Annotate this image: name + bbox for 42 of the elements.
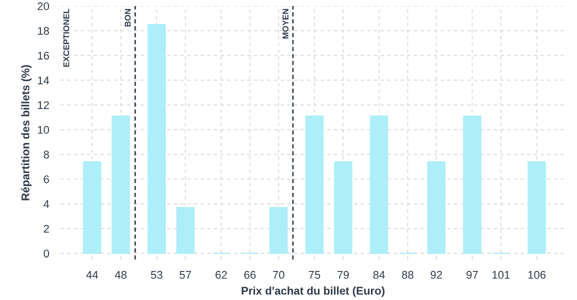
annotation: EXCEPTIONEL <box>63 8 70 67</box>
bar <box>112 116 130 254</box>
x-tick-label: 48 <box>114 270 127 279</box>
y-tick-label: 16 <box>38 52 49 60</box>
x-tick-label: 75 <box>308 271 320 279</box>
ref-line-label: BON <box>124 9 131 26</box>
y-tick-label: 10 <box>38 126 50 134</box>
y-tick-label: 14 <box>38 76 50 84</box>
bar <box>82 161 102 254</box>
ref-line-label: MOYEN <box>282 9 288 38</box>
bar <box>176 207 195 254</box>
x-tick-label: 97 <box>466 270 478 279</box>
x-tick-label: 92 <box>430 270 442 279</box>
y-tick-label: 2 <box>44 224 49 233</box>
bar <box>334 161 352 254</box>
y-tick-label: 4 <box>44 200 50 208</box>
y-tick-label: 12 <box>38 101 49 109</box>
bar <box>528 161 546 254</box>
bar <box>463 116 482 254</box>
x-tick-label: 62 <box>216 270 227 279</box>
x-tick-label: 53 <box>150 270 162 279</box>
x-tick-label: 70 <box>272 270 284 279</box>
y-tick-label: 6 <box>44 175 49 184</box>
y-tick-label: 18 <box>38 27 49 35</box>
x-axis-title: Prix d'achat du billet (Euro) <box>242 286 384 297</box>
x-tick-label: 79 <box>338 270 349 279</box>
x-tick-label: 84 <box>373 270 385 279</box>
x-tick-label: 44 <box>86 271 98 279</box>
x-tick-label: 57 <box>180 271 191 279</box>
y-tick-label: 20 <box>38 2 50 10</box>
x-tick-label: 66 <box>244 270 256 279</box>
bar <box>148 24 166 254</box>
y-tick-label: 8 <box>44 150 49 159</box>
x-tick-label: 106 <box>528 270 546 279</box>
bar <box>269 207 288 254</box>
x-tick-label: 101 <box>492 270 510 279</box>
x-tick-label: 88 <box>402 270 414 279</box>
y-axis-title: Répartition des billets (%) <box>21 65 32 200</box>
y-tick-label: 0 <box>44 250 50 258</box>
bar <box>370 116 388 254</box>
bar <box>427 161 446 254</box>
bar <box>305 116 324 254</box>
